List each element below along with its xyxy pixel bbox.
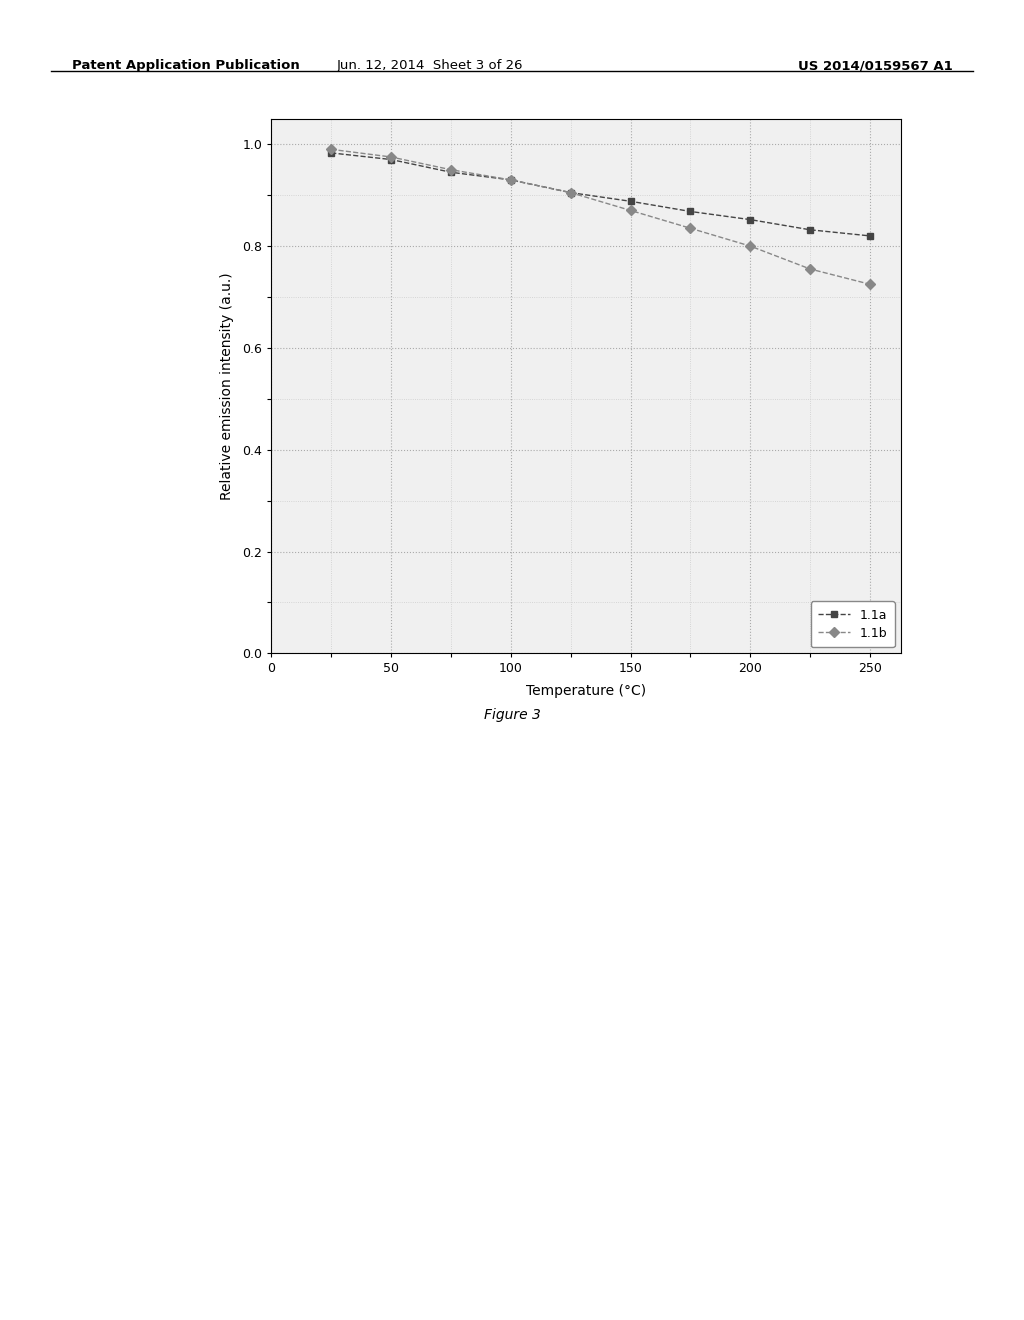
1.1a (505, 172, 517, 187)
Y-axis label: Relative emission intensity (a.u.): Relative emission intensity (a.u.) (220, 272, 234, 500)
1.1a (325, 145, 337, 161)
1.1a (864, 228, 877, 244)
1.1b (625, 202, 637, 218)
Line: 1.1b: 1.1b (328, 147, 873, 288)
1.1b (325, 141, 337, 157)
Text: Jun. 12, 2014  Sheet 3 of 26: Jun. 12, 2014 Sheet 3 of 26 (337, 59, 523, 73)
1.1a (625, 193, 637, 209)
1.1b (684, 220, 696, 236)
Text: Figure 3: Figure 3 (483, 709, 541, 722)
1.1b (804, 261, 816, 277)
Line: 1.1a: 1.1a (328, 149, 873, 239)
1.1a (684, 203, 696, 219)
1.1a (444, 164, 457, 180)
X-axis label: Temperature (°C): Temperature (°C) (526, 684, 646, 698)
1.1b (505, 172, 517, 187)
1.1b (385, 149, 397, 165)
Text: US 2014/0159567 A1: US 2014/0159567 A1 (798, 59, 952, 73)
1.1a (564, 185, 577, 201)
Text: Patent Application Publication: Patent Application Publication (72, 59, 299, 73)
1.1a (744, 211, 757, 227)
1.1a (385, 152, 397, 168)
1.1b (564, 185, 577, 201)
1.1b (864, 276, 877, 292)
Legend: 1.1a, 1.1b: 1.1a, 1.1b (811, 601, 895, 647)
1.1a (804, 222, 816, 238)
1.1b (444, 162, 457, 178)
1.1b (744, 238, 757, 253)
